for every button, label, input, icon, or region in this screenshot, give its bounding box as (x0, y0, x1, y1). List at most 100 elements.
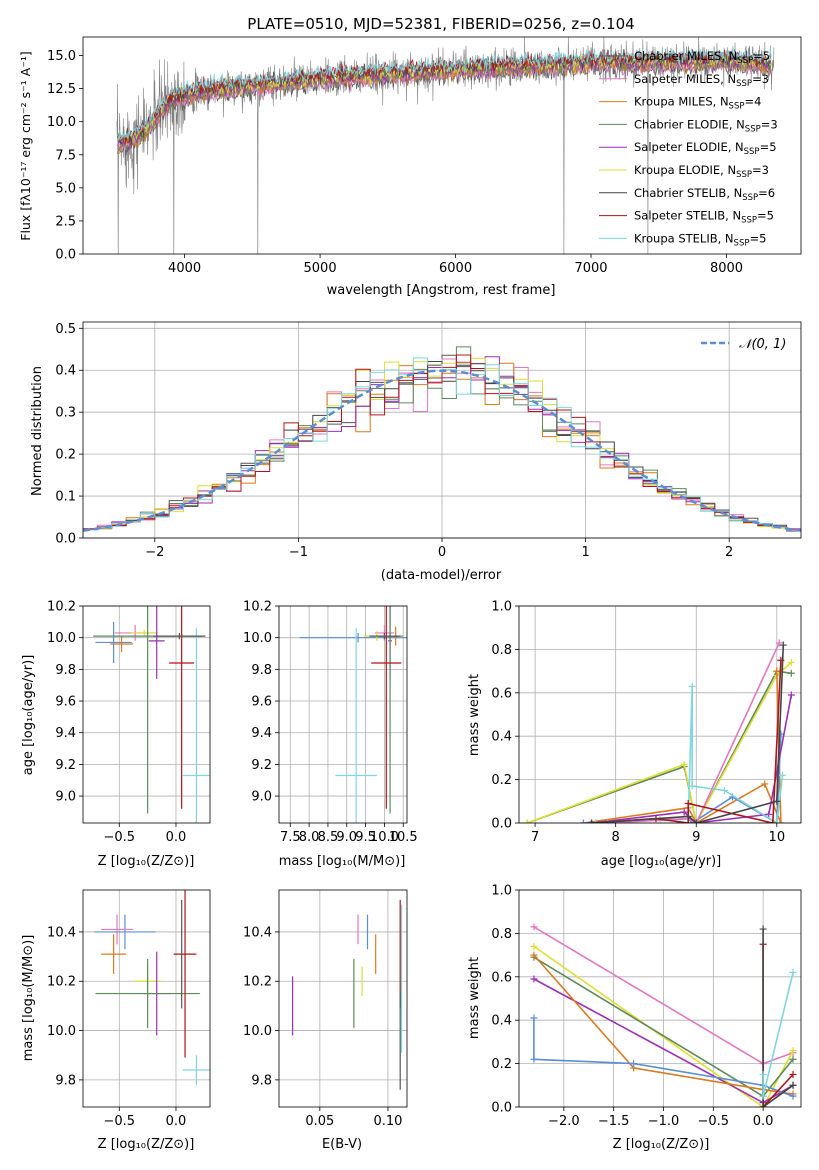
mass-weight-series (526, 670, 792, 823)
y-tick-label: 7.5 (55, 148, 76, 163)
errorbar-points (94, 890, 210, 1085)
mass-vs-z-panel: −0.5 0.0 9.8 10.0 10.2 10.4 Z [log₁₀(Z/Z⊙)] m… (21, 889, 211, 1152)
y-tick-label: 10.0 (47, 1024, 76, 1039)
mass-weight-marker (630, 1060, 638, 1068)
legend-entry: Kroupa MILES, NSSP=4 (634, 95, 761, 112)
mass-weight-series (591, 645, 785, 823)
y-tick-label: 0.2 (491, 1057, 512, 1072)
mass-weight-marker (588, 819, 596, 823)
x-tick-label: 4000 (168, 261, 201, 276)
x-tick-label: 8000 (710, 261, 743, 276)
mass-weight-series (762, 929, 794, 1107)
mass-weight-marker (773, 819, 781, 823)
mass-weight-marker (680, 808, 688, 816)
massweight-vs-age-plot: 7 8 9 10 0.0 0.2 0.4 0.6 0.8 1.0 (491, 600, 802, 845)
x-tick-label: 9.0 (336, 830, 357, 845)
spectrum-xlabel: wavelength [Angstrom, rest frame] (327, 283, 556, 298)
mass-weight-marker (530, 1014, 538, 1022)
axes-frame (82, 605, 211, 824)
mass-vs-ebv-xlabel: E(B-V) (322, 1137, 362, 1152)
residuals-ylabel: Normed distribution (30, 366, 45, 496)
mass-weight-marker (789, 1070, 797, 1078)
axes-frame (82, 36, 802, 255)
errorbar-points (292, 899, 403, 1090)
x-tick-label: 2 (725, 545, 733, 560)
y-tick-label: 0.0 (491, 1101, 512, 1116)
age-vs-z-xlabel: Z [log₁₀(Z/Z⊙)] (98, 854, 195, 869)
legend-entry: Chabrier ELODIE, NSSP=3 (634, 117, 778, 134)
x-tick-label: 8 (612, 830, 620, 845)
x-tick-label: 0.0 (166, 1114, 187, 1129)
mass-weight-marker (680, 760, 688, 768)
axes-frame (82, 321, 802, 539)
massweight-vs-z-plot: −2.0 −1.5 −1.0 −0.5 0.0 0.0 0.2 0.4 0.6 0.8 1.0 (491, 884, 802, 1129)
x-tick-label: 7000 (574, 261, 607, 276)
y-tick-label: 9.8 (251, 663, 272, 678)
y-tick-label: 10.2 (243, 600, 272, 615)
y-tick-label: 10.2 (47, 600, 76, 615)
mass-weight-marker (789, 1092, 797, 1100)
model-spectrum-line (117, 53, 772, 153)
age-vs-mass-xlabel: mass [log₁₀(M/M⊙)] (279, 854, 406, 869)
mass-weight-marker (773, 797, 781, 805)
y-tick-label: 0.4 (55, 364, 76, 379)
mass-weight-marker (779, 641, 787, 649)
y-tick-label: 0.4 (491, 730, 512, 745)
legend-entry: Salpeter ELODIE, NSSP=5 (634, 140, 777, 157)
mass-weight-marker (787, 658, 795, 666)
mass-vs-ebv-plot: 0.05 0.10 9.8 10.0 10.2 10.4 (243, 889, 408, 1129)
axes-frame (278, 605, 408, 824)
x-tick-label: 7.5 (280, 830, 301, 845)
gaussian-curve (83, 369, 801, 532)
mass-weight-marker (684, 819, 692, 823)
y-tick-label: 10.2 (47, 975, 76, 990)
x-tick-label: 8.5 (318, 830, 339, 845)
mass-weight-marker (592, 819, 600, 823)
spectrum-legend: Chabrier MILES, NSSP=5 Salpeter MILES, NS… (599, 49, 778, 248)
y-tick-label: 2.5 (55, 214, 76, 229)
mass-weight-marker (523, 819, 531, 823)
y-tick-label: 9.8 (55, 1073, 76, 1088)
residuals-xlabel: (data-model)/error (381, 568, 502, 583)
x-tick-label: 7 (531, 830, 539, 845)
model-spectrum-line (117, 45, 772, 141)
y-tick-label: 10.0 (47, 115, 76, 130)
mass-weight-series (526, 661, 792, 823)
age-vs-mass-plot: 7.58.08.59.09.510.010.59.09.29.49.69.810… (243, 600, 418, 846)
age-vs-z-ylabel: age [log₁₀(age/yr)] (21, 655, 36, 776)
x-tick-label: 0.0 (753, 1114, 774, 1129)
mass-weight-marker (759, 1092, 767, 1100)
y-tick-label: 0.0 (55, 532, 76, 547)
mass-weight-marker (773, 667, 781, 675)
y-tick-label: 0.8 (491, 927, 512, 942)
mass-weight-marker (787, 691, 795, 699)
y-tick-label: 9.6 (251, 695, 272, 710)
y-tick-label: 0.5 (55, 322, 76, 337)
mass-weight-marker (775, 639, 783, 647)
y-tick-label: 1.0 (491, 600, 512, 615)
y-tick-label: 9.4 (251, 726, 272, 741)
mass-weight-marker (530, 923, 538, 931)
residuals-plot: −2 −1 0 1 2 0.0 0.1 0.2 0.3 0.4 0.5 (55, 321, 802, 560)
y-tick-label: 1.0 (491, 884, 512, 899)
y-tick-label: 10.0 (243, 1024, 272, 1039)
mass-weight-marker (789, 968, 797, 976)
x-tick-label: −0.5 (698, 1114, 730, 1129)
figure-title: PLATE=0510, MJD=52381, FIBERID=0256, z=0… (247, 15, 634, 33)
mass-weight-marker (530, 942, 538, 950)
y-tick-label: 15.0 (47, 49, 76, 64)
y-tick-label: 0.2 (491, 773, 512, 788)
massweight-vs-age-panel: 7 8 9 10 0.0 0.2 0.4 0.6 0.8 1.0 age [log₁₀(age/y… (467, 600, 802, 869)
mass-weight-series (533, 945, 794, 1107)
residuals-panel: −2 −1 0 1 2 0.0 0.1 0.2 0.3 0.4 0.5 (data-model)/e… (30, 321, 802, 583)
mass-weight-marker (604, 819, 612, 823)
spectrum-ylabel: Flux [fλ10⁻¹⁷ erg cm⁻² s⁻¹ A⁻¹] (18, 51, 33, 240)
y-tick-label: 9.2 (251, 758, 272, 773)
mass-weight-marker (789, 1081, 797, 1089)
legend-entry: Salpeter STELIB, NSSP=5 (634, 209, 774, 226)
mass-weight-marker (765, 810, 773, 818)
massweight-vs-z-xlabel: Z [log₁₀(Z/Z⊙)] (613, 1137, 710, 1152)
histogram-steps (83, 346, 801, 538)
y-tick-label: 0.4 (491, 1014, 512, 1029)
x-tick-label: −2 (145, 545, 164, 560)
